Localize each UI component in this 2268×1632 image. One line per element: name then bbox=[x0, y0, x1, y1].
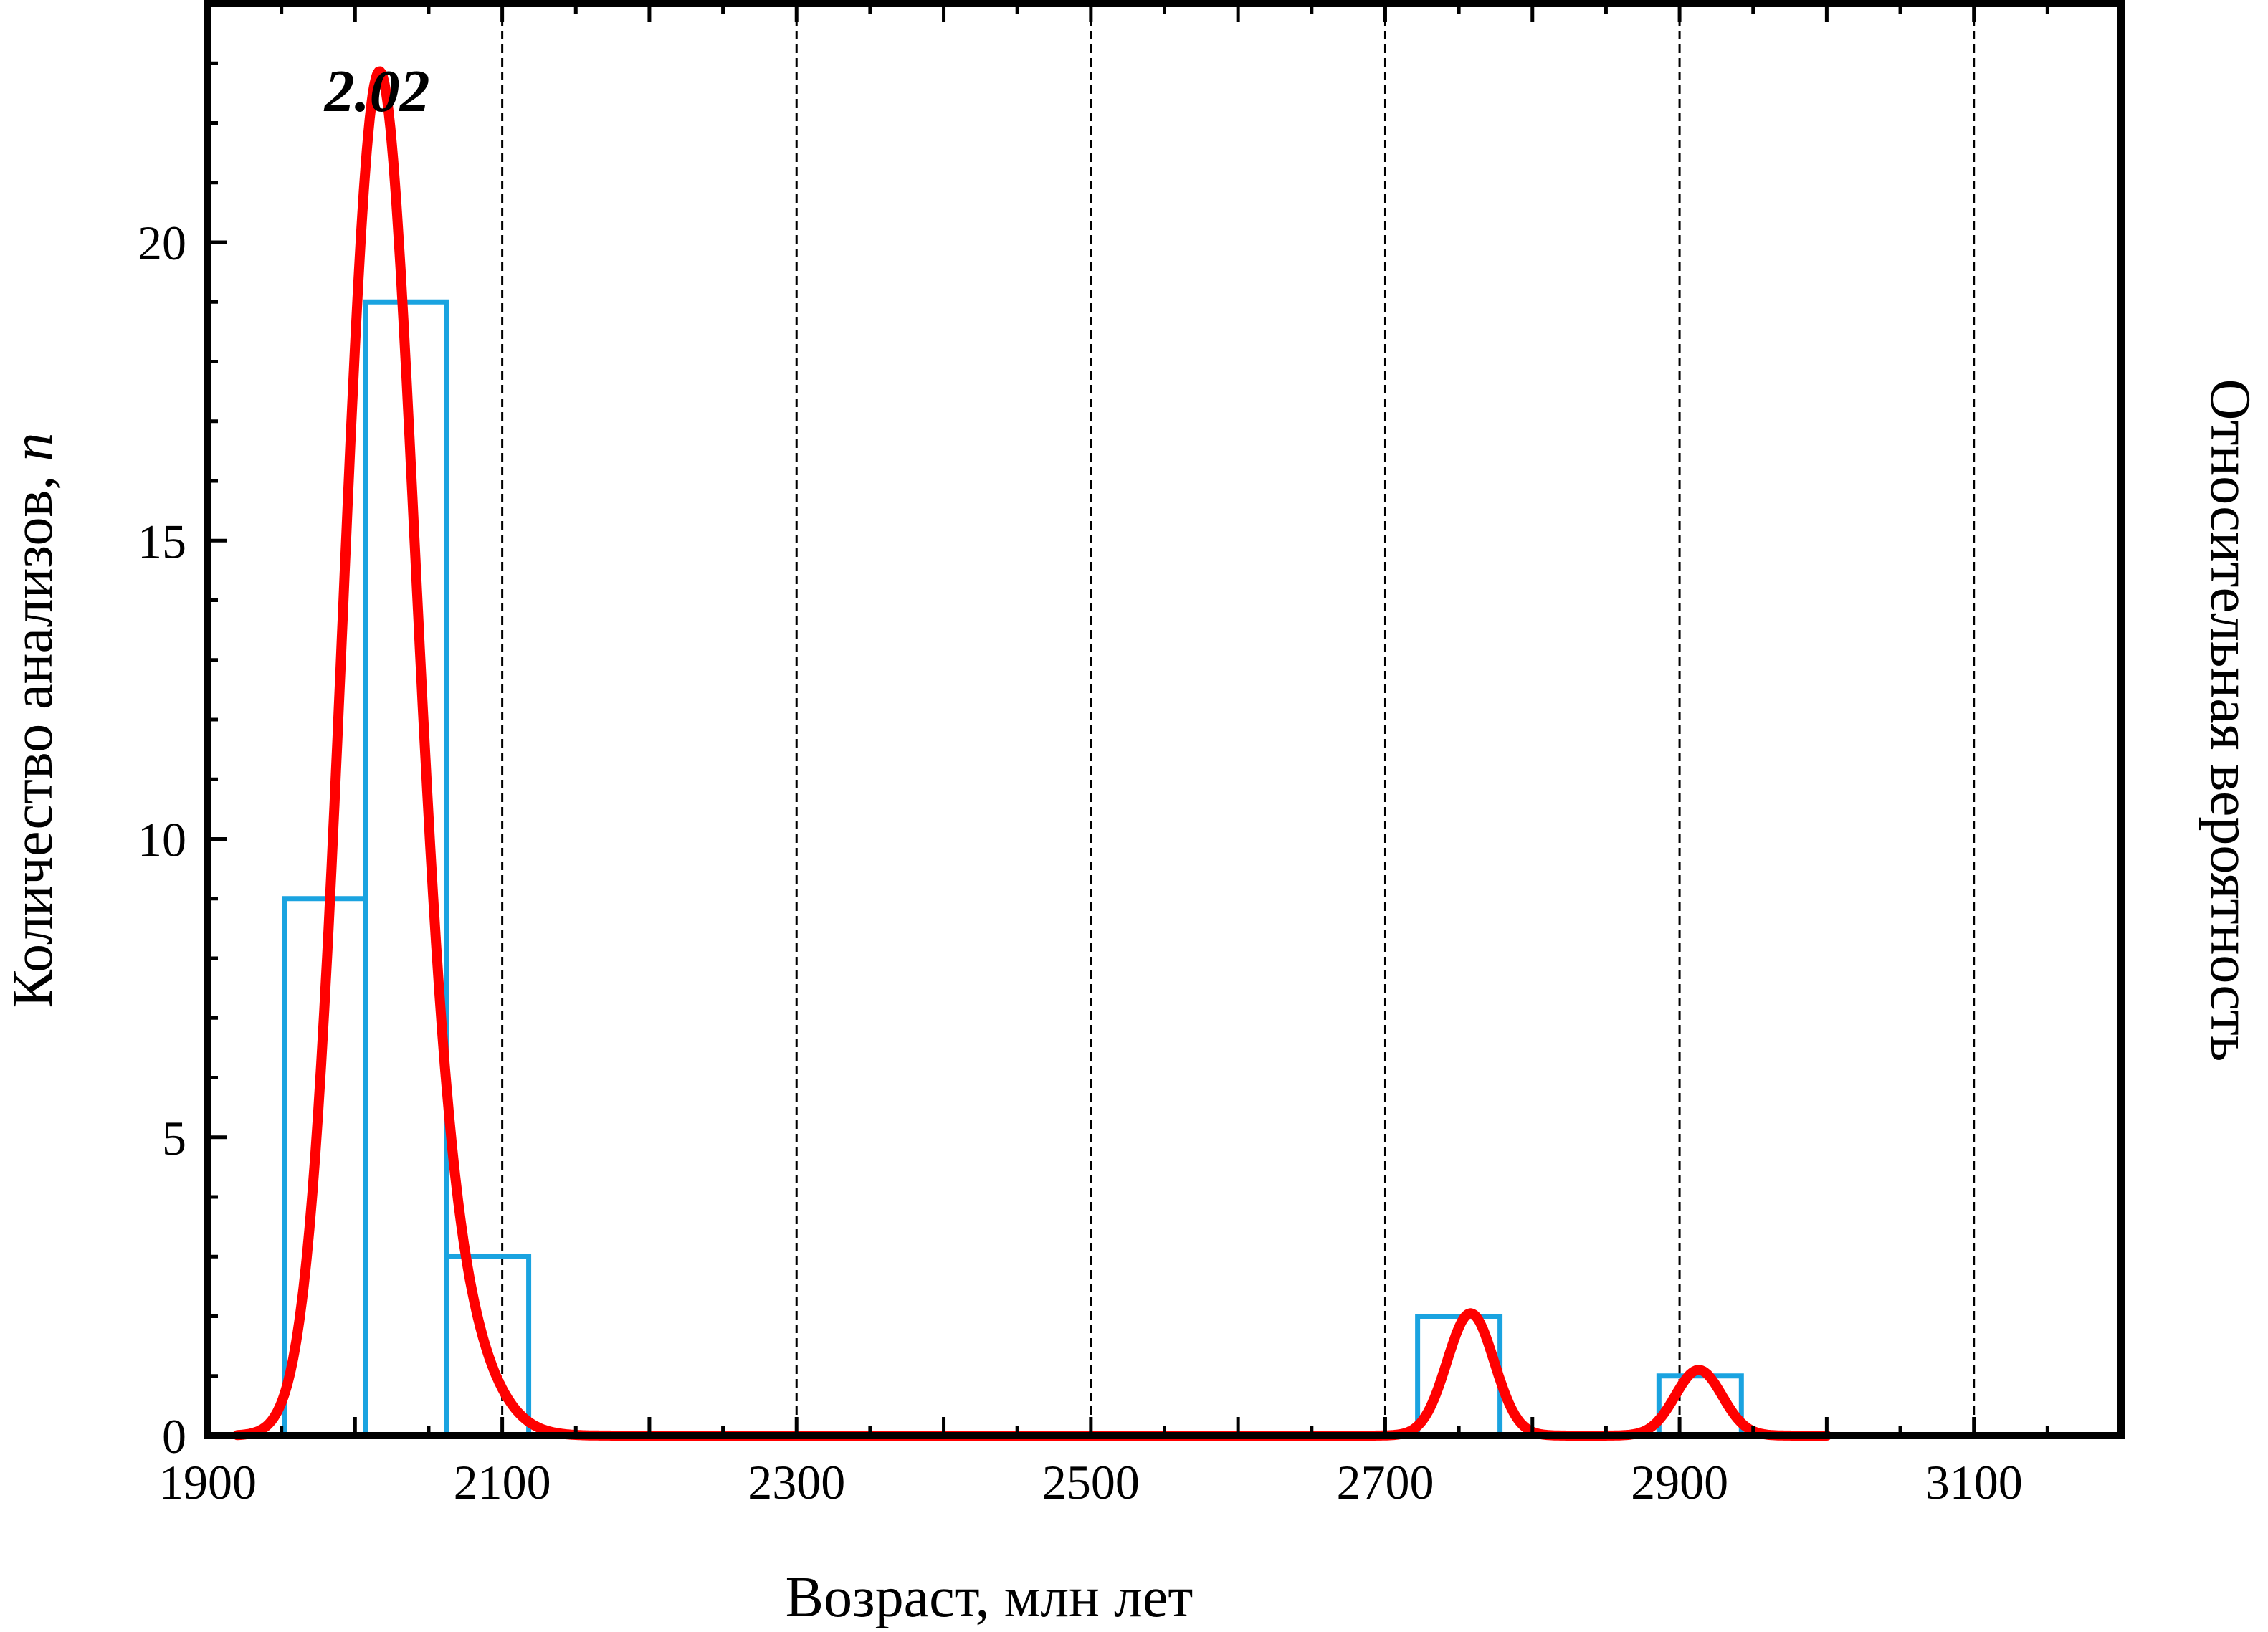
x-tick-label-2100: 2100 bbox=[454, 1455, 551, 1509]
y-axis-title-right: Относительная вероятность bbox=[2198, 379, 2262, 1062]
pdf-line bbox=[232, 66, 1832, 1441]
annotations: 2.02 bbox=[323, 58, 430, 125]
y-tick-label-20: 20 bbox=[138, 216, 186, 270]
y-axis-title-left: Количество анализов, n bbox=[1, 433, 65, 1008]
y-tick-labels: 0 5 10 15 20 bbox=[138, 216, 186, 1464]
plot-frame bbox=[204, 0, 2125, 1439]
axis-ticks bbox=[206, 1, 2123, 1438]
probability-density-curve bbox=[232, 66, 1832, 1441]
grid-lines bbox=[501, 4, 1976, 1436]
x-tick-label-1900: 1900 bbox=[159, 1455, 257, 1509]
y-tick-label-5: 5 bbox=[162, 1111, 186, 1165]
x-tick-label-2300: 2300 bbox=[748, 1455, 845, 1509]
x-tick-label-2500: 2500 bbox=[1042, 1455, 1140, 1509]
y-tick-label-0: 0 bbox=[162, 1409, 186, 1464]
y-axis-title-left-var: n bbox=[1, 433, 65, 462]
x-tick-label-3100: 3100 bbox=[1925, 1455, 2023, 1509]
x-axis-title: Возраст, млн лет bbox=[786, 1566, 1193, 1629]
peak-annotation-0: 2.02 bbox=[323, 58, 430, 125]
y-axis-title-left-text: Количество анализов, bbox=[1, 462, 65, 1008]
y-tick-label-10: 10 bbox=[138, 813, 186, 867]
x-tick-label-2900: 2900 bbox=[1631, 1455, 1728, 1509]
x-tick-label-2700: 2700 bbox=[1336, 1455, 1434, 1509]
y-tick-label-15: 15 bbox=[138, 514, 186, 568]
x-tick-labels: 1900 2100 2300 2500 2700 2900 3100 bbox=[159, 1455, 2023, 1509]
